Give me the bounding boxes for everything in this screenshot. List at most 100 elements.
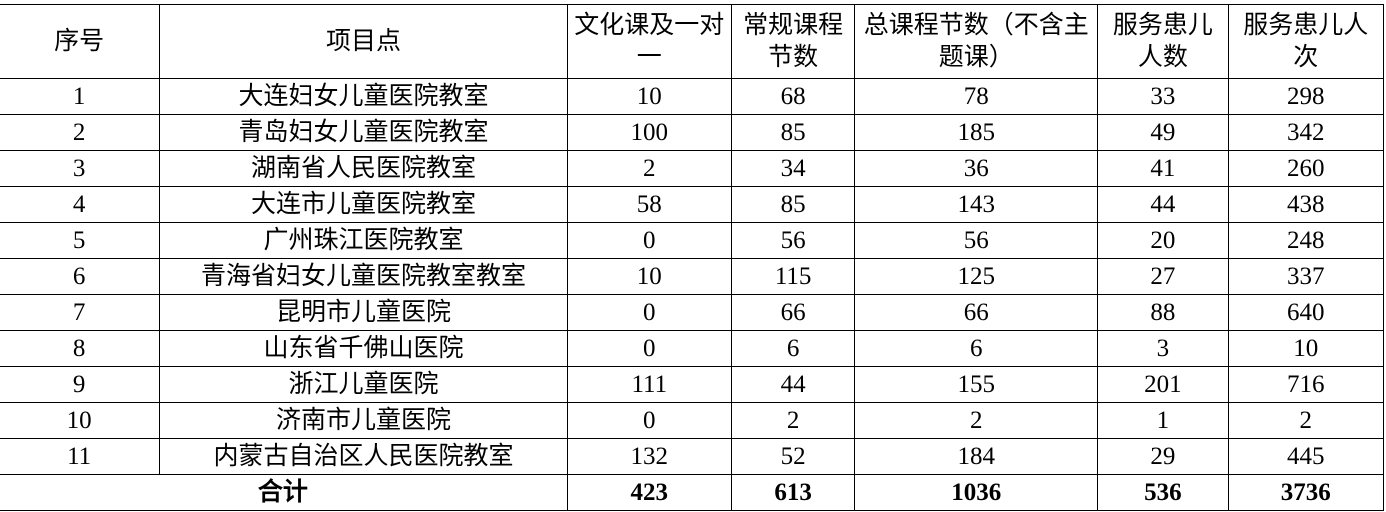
table-cell: 3 — [0, 150, 161, 187]
table-row: 6 青海省妇女儿童医院教室教室 10 115 125 27 337 — [0, 258, 1385, 295]
total-cell: 536 — [1097, 474, 1229, 511]
table-cell: 0 — [566, 402, 732, 439]
table-cell: 248 — [1227, 222, 1385, 259]
table-row: 1 大连妇女儿童医院教室 10 68 78 33 298 — [0, 78, 1385, 115]
table-cell: 185 — [854, 114, 1099, 151]
table-cell: 10 — [1227, 330, 1385, 367]
table-cell: 337 — [1227, 258, 1385, 295]
table-cell: 143 — [854, 186, 1099, 223]
table-cell: 6 — [854, 330, 1099, 367]
table-row: 11 内蒙古自治区人民医院教室 132 52 184 29 445 — [0, 438, 1385, 475]
table-cell: 1 — [1097, 402, 1229, 439]
column-header: 文化课及一对一 — [566, 4, 732, 79]
table-cell: 1 — [0, 78, 161, 115]
table-cell: 0 — [566, 330, 732, 367]
table-cell: 52 — [730, 438, 856, 475]
table-row: 5 广州珠江医院教室 0 56 56 20 248 — [0, 222, 1385, 259]
column-header: 总课程节数（不含主题课） — [854, 4, 1099, 79]
table-cell: 10 — [566, 78, 732, 115]
table-cell: 56 — [854, 222, 1099, 259]
table-cell: 445 — [1227, 438, 1385, 475]
table-cell: 山东省千佛山医院 — [159, 330, 568, 367]
table-cell: 大连妇女儿童医院教室 — [159, 78, 568, 115]
total-cell: 1036 — [854, 474, 1099, 511]
table-cell: 125 — [854, 258, 1099, 295]
table-cell: 298 — [1227, 78, 1385, 115]
table-cell: 155 — [854, 366, 1099, 403]
table-cell: 济南市儿童医院 — [159, 402, 568, 439]
data-table: 序号 项目点 文化课及一对一 常规课程节数 总课程节数（不含主题课） 服务患儿人数 服务患儿… — [0, 4, 1385, 511]
table-cell: 85 — [730, 186, 856, 223]
table-cell: 49 — [1097, 114, 1229, 151]
table-cell: 8 — [0, 330, 161, 367]
column-header: 序号 — [0, 4, 161, 79]
table-cell: 5 — [0, 222, 161, 259]
table-cell: 青海省妇女儿童医院教室教室 — [159, 258, 568, 295]
total-row: 合计 423 613 1036 536 3736 — [0, 474, 1385, 511]
total-cell: 423 — [566, 474, 732, 511]
table-cell: 6 — [730, 330, 856, 367]
total-cell: 613 — [730, 474, 856, 511]
table-cell: 111 — [566, 366, 732, 403]
table-cell: 湖南省人民医院教室 — [159, 150, 568, 187]
table-cell: 6 — [0, 258, 161, 295]
table-cell: 115 — [730, 258, 856, 295]
total-label: 合计 — [0, 474, 568, 511]
table-cell: 3 — [1097, 330, 1229, 367]
table-cell: 88 — [1097, 294, 1229, 331]
table-cell: 27 — [1097, 258, 1229, 295]
column-header: 项目点 — [159, 4, 568, 79]
table-cell: 9 — [0, 366, 161, 403]
table-row: 8 山东省千佛山医院 0 6 6 3 10 — [0, 330, 1385, 367]
table-row: 7 昆明市儿童医院 0 66 66 88 640 — [0, 294, 1385, 331]
table-cell: 342 — [1227, 114, 1385, 151]
table-cell: 20 — [1097, 222, 1229, 259]
table-cell: 201 — [1097, 366, 1229, 403]
table-row: 10 济南市儿童医院 0 2 2 1 2 — [0, 402, 1385, 439]
table-cell: 29 — [1097, 438, 1229, 475]
column-header: 服务患儿人次 — [1227, 4, 1385, 79]
table-cell: 100 — [566, 114, 732, 151]
table-cell: 438 — [1227, 186, 1385, 223]
table-cell: 广州珠江医院教室 — [159, 222, 568, 259]
table-cell: 10 — [566, 258, 732, 295]
table-cell: 11 — [0, 438, 161, 475]
table-cell: 0 — [566, 294, 732, 331]
table-row: 2 青岛妇女儿童医院教室 100 85 185 49 342 — [0, 114, 1385, 151]
table-row: 9 浙江儿童医院 111 44 155 201 716 — [0, 366, 1385, 403]
table-cell: 0 — [566, 222, 732, 259]
column-header: 常规课程节数 — [730, 4, 856, 79]
table-cell: 640 — [1227, 294, 1385, 331]
table-cell: 66 — [854, 294, 1099, 331]
table-cell: 68 — [730, 78, 856, 115]
table-cell: 716 — [1227, 366, 1385, 403]
table-cell: 44 — [730, 366, 856, 403]
table-cell: 昆明市儿童医院 — [159, 294, 568, 331]
table-row: 3 湖南省人民医院教室 2 34 36 41 260 — [0, 150, 1385, 187]
table-cell: 大连市儿童医院教室 — [159, 186, 568, 223]
table-cell: 2 — [730, 402, 856, 439]
table-cell: 260 — [1227, 150, 1385, 187]
table-cell: 2 — [0, 114, 161, 151]
table-cell: 4 — [0, 186, 161, 223]
table-cell: 44 — [1097, 186, 1229, 223]
table-cell: 56 — [730, 222, 856, 259]
column-header: 服务患儿人数 — [1097, 4, 1229, 79]
table-cell: 58 — [566, 186, 732, 223]
table-cell: 41 — [1097, 150, 1229, 187]
table-cell: 浙江儿童医院 — [159, 366, 568, 403]
table-cell: 青岛妇女儿童医院教室 — [159, 114, 568, 151]
table-cell: 2 — [566, 150, 732, 187]
table-cell: 66 — [730, 294, 856, 331]
table-cell: 34 — [730, 150, 856, 187]
table-row: 4 大连市儿童医院教室 58 85 143 44 438 — [0, 186, 1385, 223]
table-cell: 33 — [1097, 78, 1229, 115]
table-cell: 内蒙古自治区人民医院教室 — [159, 438, 568, 475]
table-cell: 36 — [854, 150, 1099, 187]
table-cell: 2 — [1227, 402, 1385, 439]
total-cell: 3736 — [1227, 474, 1385, 511]
table-cell: 184 — [854, 438, 1099, 475]
table-cell: 2 — [854, 402, 1099, 439]
table-cell: 10 — [0, 402, 161, 439]
table-cell: 7 — [0, 294, 161, 331]
